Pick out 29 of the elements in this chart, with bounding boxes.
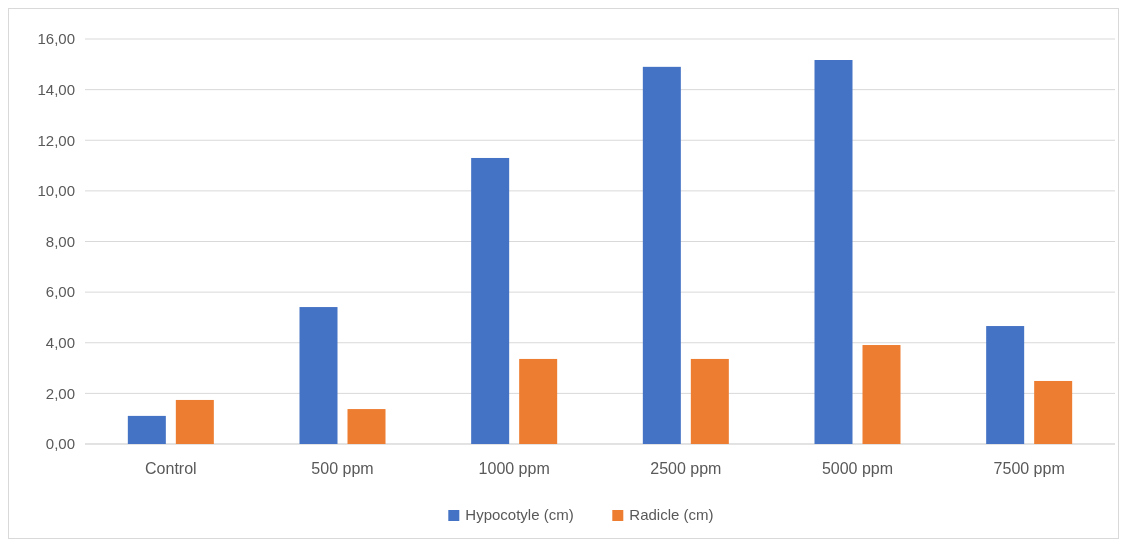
y-tick-label: 10,00: [37, 182, 75, 200]
y-tick-label: 14,00: [37, 80, 75, 98]
bar: [862, 345, 901, 444]
bar: [642, 66, 681, 444]
y-tick-label: 0,00: [45, 435, 75, 453]
bar: [1034, 380, 1073, 444]
x-tick-label: 2500 ppm: [650, 460, 722, 477]
bar: [299, 307, 338, 444]
x-tick-label: Control: [145, 460, 197, 477]
bar: [986, 326, 1025, 444]
y-tick-label: 6,00: [45, 283, 75, 301]
bar: [175, 399, 214, 444]
legend-label: Hypocotyle (cm): [465, 506, 574, 523]
bar: [471, 157, 510, 444]
y-tick-label: 4,00: [45, 334, 75, 351]
x-tick-label: 1000 ppm: [478, 460, 550, 477]
y-tick-label: 2,00: [45, 384, 75, 402]
bar: [690, 358, 729, 444]
y-tick-label: 16,00: [37, 30, 75, 48]
y-tick-label: 8,00: [45, 232, 75, 250]
x-tick-label: 5000 ppm: [821, 460, 894, 477]
bar: [814, 60, 853, 444]
bar: [127, 415, 166, 444]
x-tick-label: 500 ppm: [311, 460, 374, 477]
legend-label: Radicle (cm): [629, 506, 714, 523]
bar: [347, 409, 386, 444]
x-tick-label: 7500 ppm: [993, 460, 1065, 477]
y-tick-label: 12,00: [37, 131, 75, 149]
bar: [519, 358, 558, 444]
